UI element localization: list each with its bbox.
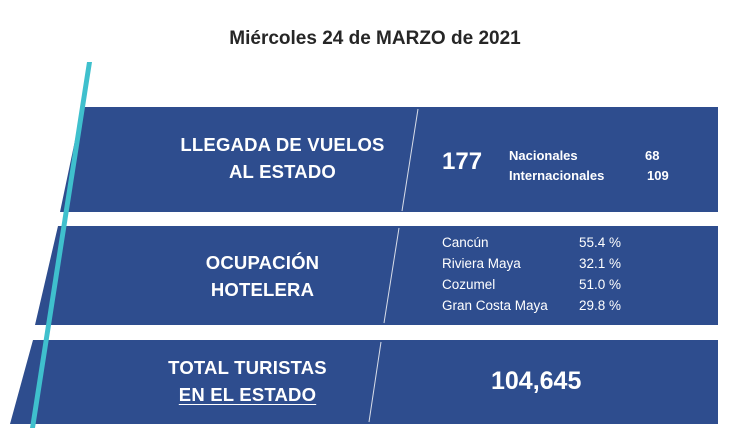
ocupacion-name: Gran Costa Maya — [442, 298, 548, 313]
ocupacion-name: Cozumel — [442, 277, 496, 292]
turistas-label-line1: TOTAL TURISTAS — [168, 357, 327, 378]
vuelos-total: 177 — [442, 148, 483, 175]
internacionales-value: 109 — [647, 168, 669, 183]
ocupacion-label: OCUPACIÓN HOTELERA — [140, 249, 385, 303]
turistas-label-line2: EN EL ESTADO — [178, 384, 317, 405]
ocupacion-value: 32.1 % — [579, 256, 622, 271]
ocupacion-label-line1: OCUPACIÓN — [205, 252, 320, 273]
ocupacion-value: 51.0 % — [579, 277, 622, 292]
internacionales-label: Internacionales — [509, 168, 605, 183]
vuelos-divider — [401, 108, 419, 212]
ocupacion-label-line2: HOTELERA — [210, 279, 315, 300]
turistas-label: TOTAL TURISTAS EN EL ESTADO — [125, 354, 370, 408]
ocupacion-divider — [383, 227, 400, 324]
accent-line — [30, 62, 92, 428]
ocupacion-value: 55.4 % — [579, 235, 622, 250]
vuelos-label: LLEGADA DE VUELOS AL ESTADO — [160, 131, 405, 185]
ocupacion-panel — [35, 226, 718, 325]
vuelos-label-line2: AL ESTADO — [229, 161, 336, 182]
nacionales-label: Nacionales — [509, 148, 578, 163]
vuelos-label-line1: LLEGADA DE VUELOS — [180, 134, 385, 155]
nacionales-value: 68 — [645, 148, 660, 163]
vuelos-panel — [60, 107, 718, 212]
ocupacion-value: 29.8 % — [579, 298, 622, 313]
ocupacion-name: Cancún — [442, 235, 489, 250]
turistas-panel — [10, 340, 718, 424]
turistas-total: 104,645 — [491, 367, 582, 395]
page-title: Miércoles 24 de MARZO de 2021 — [229, 28, 521, 49]
ocupacion-name: Riviera Maya — [442, 256, 521, 271]
turistas-divider — [368, 341, 382, 423]
